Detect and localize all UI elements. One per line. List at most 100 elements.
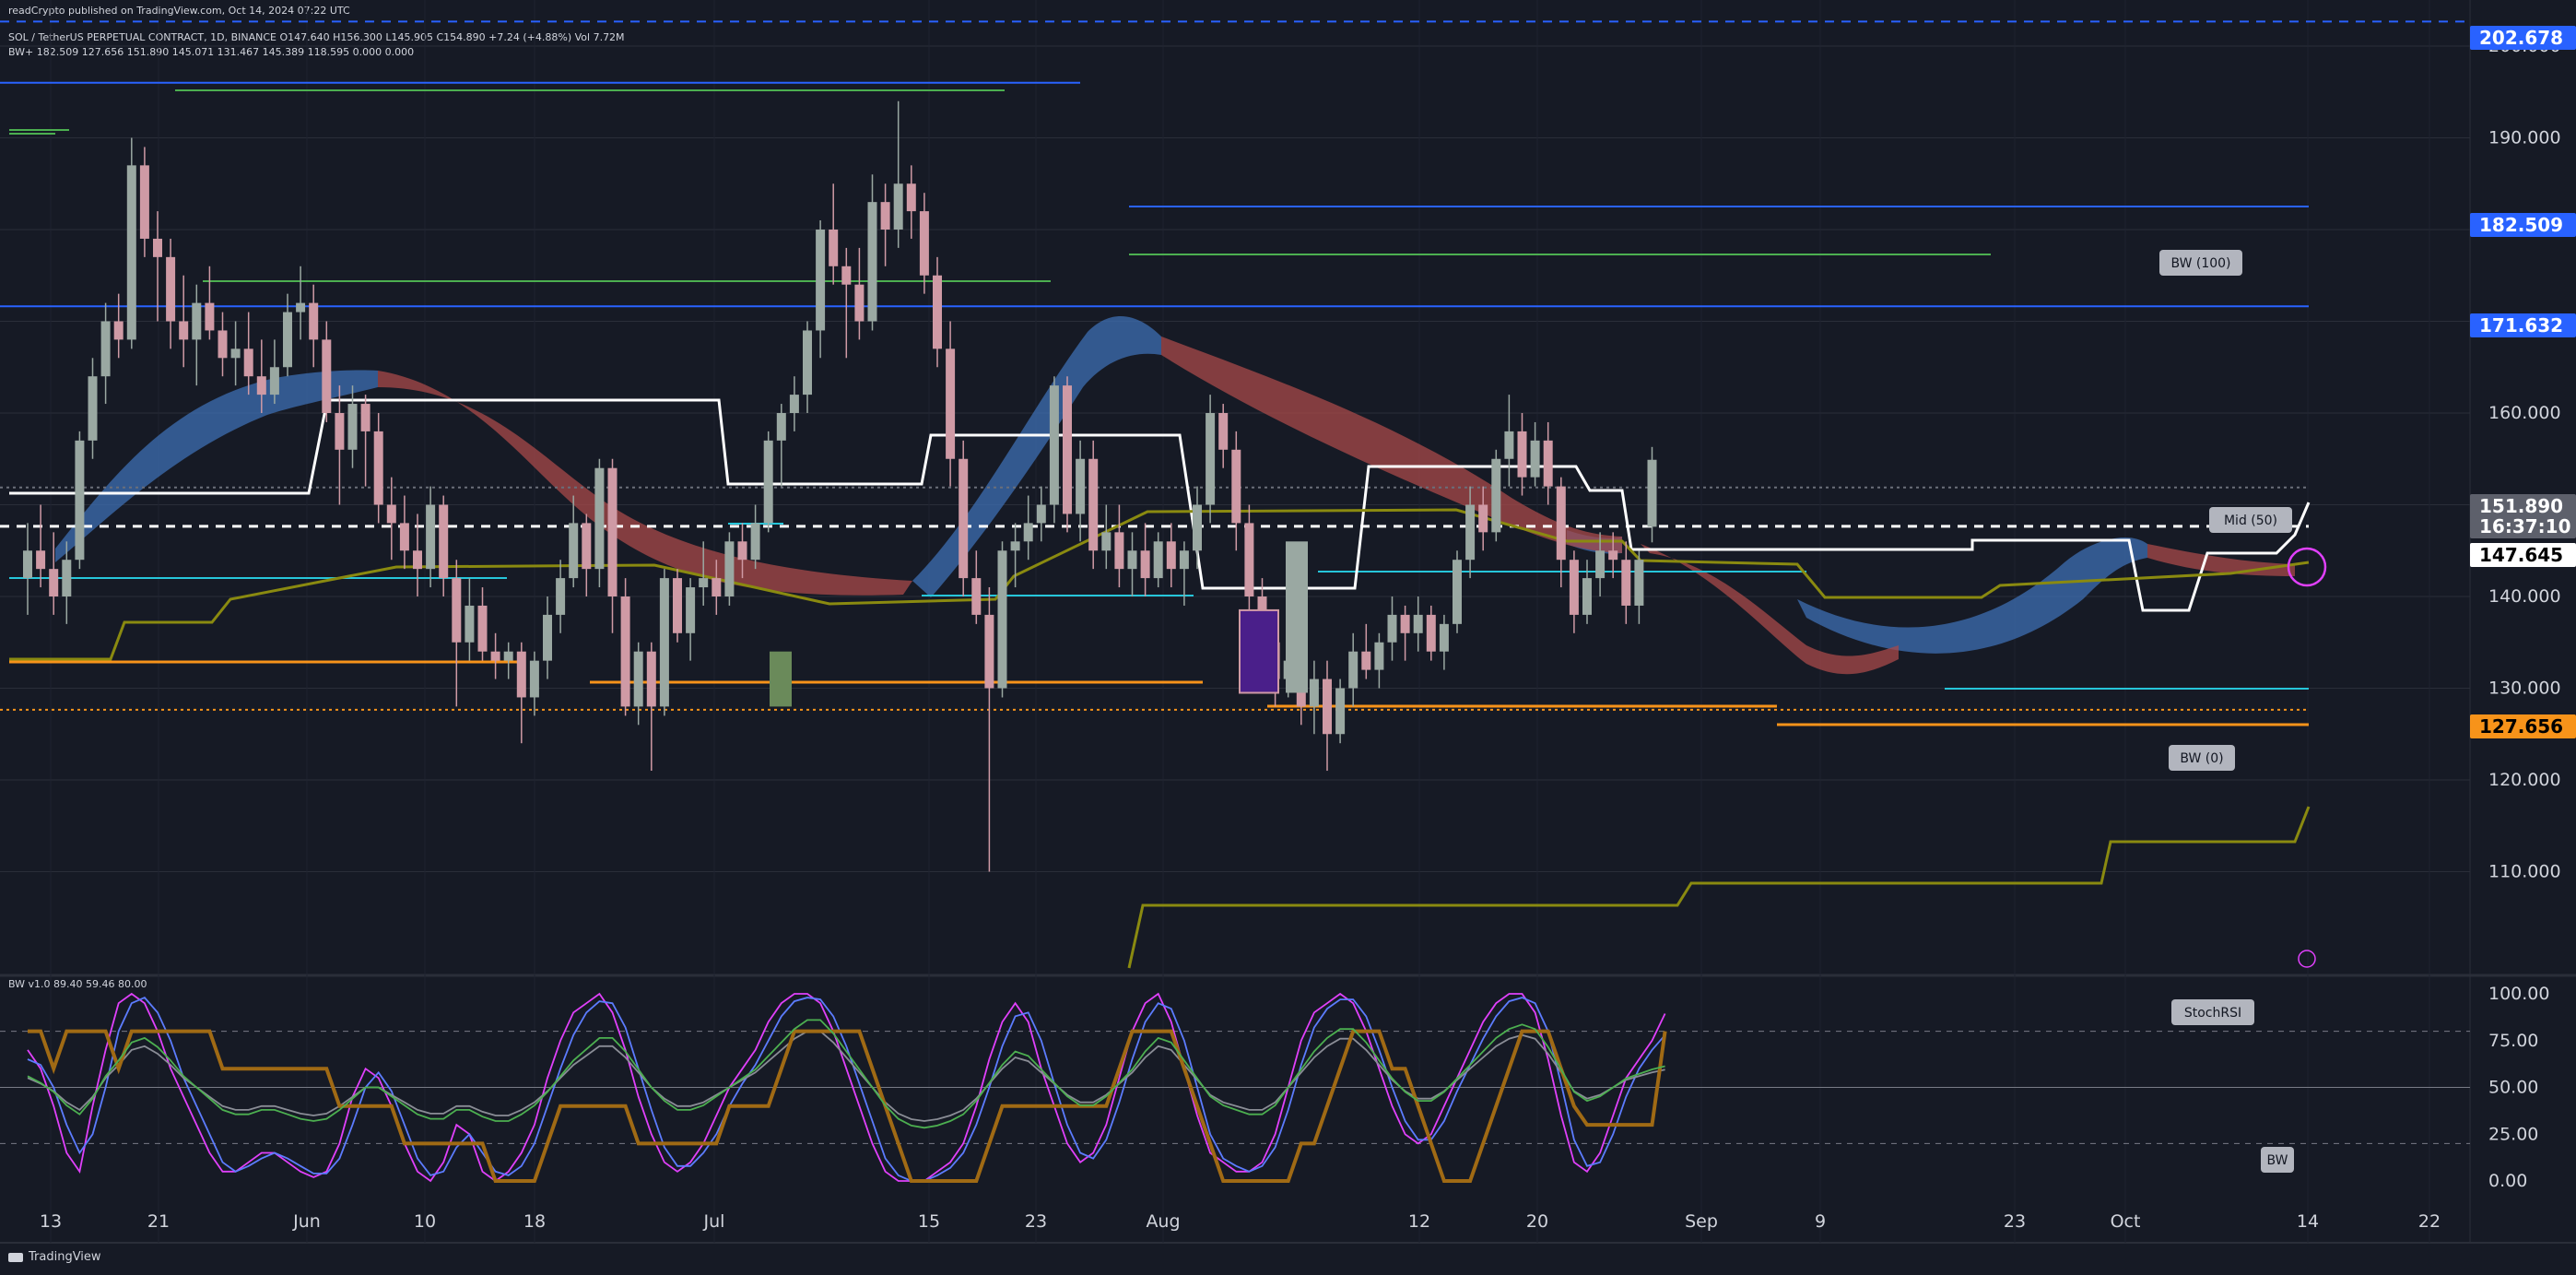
candle-body (1413, 614, 1423, 633)
candle-body (335, 413, 345, 450)
candle-body (218, 330, 228, 359)
candle-body (1244, 523, 1254, 596)
osc-tick-label: 75.00 (2488, 1031, 2538, 1051)
candle-body (867, 202, 877, 322)
candle-body (1595, 550, 1606, 579)
candle-body (659, 578, 669, 707)
candle-body (1140, 550, 1150, 579)
candle-body (1491, 458, 1501, 533)
time-tick-label: 9 (1815, 1211, 1826, 1232)
candle-body (971, 578, 982, 615)
osc-tick-label: 0.00 (2488, 1171, 2527, 1191)
callout-label: Mid (50) (2224, 514, 2277, 528)
time-tick-label: Sep (1685, 1211, 1718, 1232)
osc-tick-label: 50.00 (2488, 1078, 2538, 1098)
candle-body (750, 523, 760, 561)
candle-body (893, 183, 903, 230)
candle-body (1361, 651, 1371, 670)
red-band (378, 371, 912, 596)
osc-series-bw (28, 1029, 1667, 1183)
candle-body (153, 238, 162, 257)
candle-body (1231, 449, 1241, 524)
callout-bg (2159, 250, 2242, 276)
price-label: 182.509 (2479, 214, 2563, 236)
price-tick-label: 190.000 (2488, 128, 2561, 148)
candle-body (686, 587, 696, 633)
candle-body (997, 550, 1007, 689)
candle-body (789, 395, 799, 413)
highlight-candle (1239, 608, 1279, 694)
callout-bg (2169, 745, 2235, 771)
time-tick-label: 14 (2297, 1211, 2319, 1232)
tradingview-logo-icon (8, 1252, 23, 1262)
candle-body (256, 376, 266, 395)
blue-band (1797, 537, 2147, 654)
candle-body (516, 651, 526, 698)
candle-body (1400, 614, 1410, 633)
candle-body (712, 578, 722, 596)
candle-body (360, 404, 371, 431)
candle-body (1374, 642, 1384, 670)
candle-body (620, 596, 630, 707)
price-label-bg (2470, 514, 2576, 538)
callout-label: BW (0) (2180, 751, 2223, 766)
white-step-line (9, 398, 2311, 612)
candle-body (1504, 431, 1514, 459)
candle-body (803, 330, 812, 395)
price-tick-label: 130.000 (2488, 679, 2561, 699)
highlight-circle (2287, 547, 2327, 587)
price-label-bg (2470, 714, 2576, 738)
candle-body (1543, 440, 1553, 487)
candle-body (529, 660, 539, 698)
price-label-bg (2470, 313, 2576, 337)
time-tick-label: 10 (414, 1211, 436, 1232)
candle-body (126, 165, 136, 340)
olive-lower-line (1127, 806, 2311, 969)
candle-body (1036, 504, 1046, 524)
time-tick-label: Jul (703, 1211, 725, 1232)
candle-body (906, 183, 916, 212)
axes: 200.000190.000180.000170.000160.000150.0… (40, 26, 2576, 1232)
candle-body (816, 230, 826, 331)
candle-body (607, 467, 618, 596)
price-tick-label: 120.000 (2488, 770, 2561, 790)
candle-body (296, 302, 306, 313)
candle-body (829, 230, 839, 266)
time-tick-label: Jun (292, 1211, 321, 1232)
candle-body (1049, 385, 1059, 505)
red-band (2147, 544, 2295, 576)
callout-label: BW (2267, 1153, 2288, 1168)
time-tick-label: 12 (1408, 1211, 1430, 1232)
published-line: readCrypto published on TradingView.com,… (8, 5, 350, 17)
candle-body (1218, 413, 1229, 450)
price-label: 127.656 (2479, 715, 2563, 738)
candle-body (413, 550, 422, 570)
candle-body (1569, 560, 1579, 615)
candle-body (1023, 523, 1033, 542)
osc-tick-label: 25.00 (2488, 1124, 2538, 1144)
candle-body (465, 605, 475, 643)
bw-indicator-line: BW+ 182.509 127.656 151.890 145.071 131.… (8, 46, 415, 58)
candle-body (75, 440, 85, 561)
candle-body (322, 339, 332, 413)
candle-body (946, 348, 956, 459)
candle-body (724, 541, 735, 596)
time-tick-label: 23 (1025, 1211, 1047, 1232)
candle-body (582, 523, 592, 570)
candle-body (49, 569, 59, 596)
candle-body (1127, 550, 1137, 570)
candle-body (243, 348, 253, 377)
candle-body (1621, 560, 1631, 606)
time-tick-label: 18 (523, 1211, 546, 1232)
candle-body (192, 302, 202, 340)
price-tick-label: 140.000 (2488, 586, 2561, 607)
footer-brand: TradingView (29, 1250, 101, 1264)
blue-band (55, 370, 378, 562)
candle-body (633, 651, 643, 707)
callout-label: BW (100) (2170, 256, 2230, 271)
candle-body (841, 266, 852, 285)
candle-body (88, 376, 98, 441)
callouts: BW (100) Mid (50) BW (0) StochRSI BW (2159, 250, 2327, 1173)
candle-body (1453, 560, 1462, 624)
